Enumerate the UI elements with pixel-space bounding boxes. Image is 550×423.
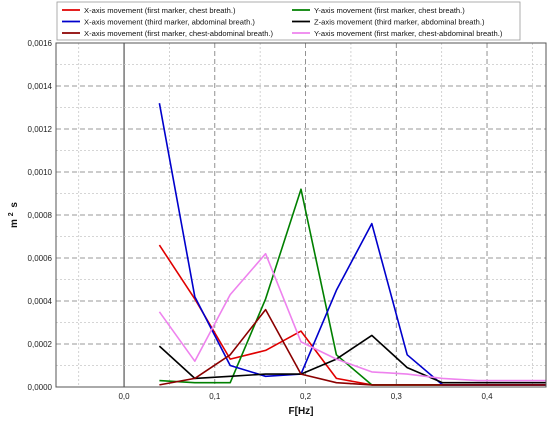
legend: X-axis movement (first marker, chest bre… — [56, 1, 521, 41]
legend-label-3: X-axis movement (third marker, abdominal… — [84, 17, 255, 26]
tick-labels: 0,0 0,1 0,2 0,3 0,4 0,0000 0,0002 0,0004 0,0006 0… — [28, 39, 494, 401]
y-tick-label: 0,0006 — [28, 254, 53, 263]
legend-label-1: X-axis movement (first marker, chest bre… — [84, 6, 236, 15]
y-axis-label: m 2 s — [5, 202, 20, 228]
series-line-5 — [159, 308, 546, 386]
y-tick-label: 0,0014 — [28, 82, 53, 91]
y-tick-label: 0,0000 — [28, 383, 53, 392]
x-tick-label: 0,4 — [481, 392, 493, 401]
x-tick-label: 0,1 — [209, 392, 221, 401]
legend-box — [56, 1, 521, 41]
grid — [56, 42, 546, 388]
legend-label-5: X-axis movement (first marker, chest-abd… — [84, 29, 274, 38]
y-axis-label-unit: s — [9, 202, 20, 208]
legend-label-4: Z-axis movement (third marker, abdominal… — [314, 17, 485, 26]
x-tick-label: 0,0 — [118, 392, 130, 401]
series-lines — [158, 103, 546, 386]
y-tick-label: 0,0004 — [28, 297, 53, 306]
legend-label-2: Y-axis movement (first marker, chest bre… — [314, 6, 465, 15]
x-axis-label: F[Hz] — [289, 406, 314, 417]
x-tick-label: 0,3 — [391, 392, 403, 401]
y-axis-label-sup: 2 — [8, 212, 15, 216]
y-tick-label: 0,0010 — [28, 168, 53, 177]
series-line-3 — [158, 103, 546, 386]
y-tick-label: 0,0016 — [28, 39, 53, 48]
y-tick-label: 0,0012 — [28, 125, 53, 134]
plot-frame — [55, 42, 547, 388]
series-line-6 — [158, 252, 546, 382]
legend-label-6: Y-axis movement (first marker, chest-abd… — [314, 29, 503, 38]
series-line-2 — [159, 188, 546, 386]
series-line-4 — [158, 334, 546, 384]
y-tick-label: 0,0002 — [28, 340, 53, 349]
y-tick-label: 0,0008 — [28, 211, 53, 220]
y-axis-label-base: m — [9, 219, 20, 228]
x-tick-label: 0,2 — [300, 392, 312, 401]
